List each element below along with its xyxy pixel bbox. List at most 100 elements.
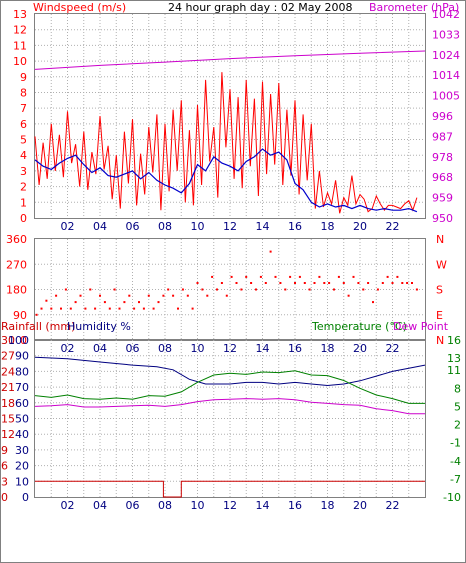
windspeed-tick-label: 11 xyxy=(13,39,27,52)
x-tick-label: 10 xyxy=(191,342,205,355)
direction-degree-labels: 0 90 180 270 360 xyxy=(6,233,27,347)
direction-point xyxy=(99,294,101,297)
direction-point xyxy=(294,282,296,284)
windspeed-tick-label: 5 xyxy=(20,134,27,147)
x-tick-label: 04 xyxy=(93,342,107,355)
windspeed-tick-label: 9 xyxy=(20,71,27,84)
compass-label: E xyxy=(436,309,443,322)
humidity-tick-label: 70 xyxy=(15,381,29,394)
x-tick-label: 06 xyxy=(126,342,140,355)
barometer-line xyxy=(34,50,426,70)
direction-point xyxy=(133,307,136,310)
x-tick-label: 08 xyxy=(158,499,172,512)
direction-point xyxy=(269,250,272,253)
barometer-tick-label: 1033 xyxy=(432,28,460,41)
direction-point xyxy=(60,307,62,310)
x-tick-label: 02 xyxy=(61,499,75,512)
rainfall-tick-label: 27 xyxy=(1,350,15,363)
direction-point xyxy=(240,288,243,291)
direction-point xyxy=(103,301,106,304)
temp-humidity-panel: Rainfall (mm) Humidity % Temperature (°C… xyxy=(1,320,461,512)
windspeed-tick-label: 6 xyxy=(20,118,27,131)
x-tick-label: 02 xyxy=(61,220,75,233)
direction-degree-label: 90 xyxy=(13,309,27,322)
compass-label: N xyxy=(436,334,444,347)
windspeed-tick-label: 0 xyxy=(20,212,27,225)
rainfall-axis-label: Rainfall (mm) xyxy=(1,320,75,333)
direction-point xyxy=(381,282,384,284)
rainfall-tick-label: 18 xyxy=(1,397,15,410)
direction-point xyxy=(35,313,38,316)
barometer-tick-label: 987 xyxy=(432,130,453,143)
direction-point xyxy=(313,282,316,284)
direction-point xyxy=(181,288,184,291)
barometer-tick-label: 968 xyxy=(432,171,453,184)
x-tick-label: 22 xyxy=(386,220,400,233)
x-tick-label: 04 xyxy=(93,499,107,512)
direction-point xyxy=(318,275,321,278)
x-tick-label: 04 xyxy=(93,220,107,233)
wind-x-tick-labels: 02 04 06 08 10 12 14 16 18 20 22 xyxy=(61,220,400,233)
wind-plot-border xyxy=(34,13,426,219)
direction-point xyxy=(220,282,223,284)
barometer-tick-label: 959 xyxy=(432,192,453,205)
rainfall-tick-label: 6 xyxy=(1,460,8,473)
temperature-tick-label: 13 xyxy=(447,352,461,365)
x-tick-label: 18 xyxy=(321,499,335,512)
direction-point xyxy=(250,282,253,284)
x-tick-label: 08 xyxy=(158,342,172,355)
humidity-tick-label: 0 xyxy=(22,491,29,504)
compass-label: W xyxy=(436,258,447,271)
direction-grid xyxy=(35,239,425,340)
temperature-tick-label: 16 xyxy=(447,334,461,347)
direction-point xyxy=(64,288,67,291)
barometer-tick-label: 950 xyxy=(432,212,453,225)
barometer-tick-label: 978 xyxy=(432,151,453,164)
direction-point xyxy=(255,288,257,291)
temperature-tick-label: 2 xyxy=(454,419,461,432)
direction-x-tick-labels: 02 04 06 08 10 12 14 16 18 20 22 xyxy=(61,342,400,355)
humidity-tick-label: 80 xyxy=(15,365,29,378)
wind-gust-line xyxy=(34,72,418,214)
direction-point xyxy=(279,282,282,284)
direction-point xyxy=(84,307,87,310)
barometer-tick-label: 996 xyxy=(432,110,453,123)
x-tick-label: 22 xyxy=(386,342,400,355)
direction-point xyxy=(211,275,214,278)
barometer-tick-label: 1014 xyxy=(432,69,460,82)
direction-point xyxy=(357,282,360,284)
compass-label: S xyxy=(436,284,443,297)
chart-title: 24 hour graph day : 02 May 2008 xyxy=(168,1,353,14)
x-tick-label: 02 xyxy=(61,342,75,355)
wind-series xyxy=(34,50,426,214)
rainfall-tick-label: 15 xyxy=(1,413,15,426)
windspeed-tick-label: 2 xyxy=(20,181,27,194)
direction-point xyxy=(128,294,131,297)
direction-point xyxy=(191,307,194,310)
x-tick-label: 20 xyxy=(353,342,367,355)
direction-point xyxy=(177,307,179,310)
direction-point xyxy=(352,275,355,278)
direction-point xyxy=(89,288,92,291)
temp-plot-border xyxy=(34,339,426,498)
direction-degree-label: 180 xyxy=(6,284,27,297)
direction-point xyxy=(376,288,379,291)
direction-point xyxy=(74,301,77,304)
humidity-axis-label: Humidity % xyxy=(67,320,131,333)
direction-point xyxy=(372,301,374,304)
rainfall-tick-label: 24 xyxy=(1,365,15,378)
direction-point xyxy=(79,294,82,297)
temperature-tick-label: 5 xyxy=(454,400,461,413)
x-tick-label: 10 xyxy=(191,220,205,233)
x-tick-label: 16 xyxy=(288,499,302,512)
direction-point xyxy=(138,301,140,304)
direction-series xyxy=(35,250,418,316)
direction-point xyxy=(94,307,97,310)
windspeed-tick-label: 10 xyxy=(13,55,27,68)
direction-point xyxy=(391,282,394,284)
windspeed-tick-label: 7 xyxy=(20,102,27,115)
compass-label: N xyxy=(436,233,444,246)
direction-point xyxy=(108,307,111,310)
